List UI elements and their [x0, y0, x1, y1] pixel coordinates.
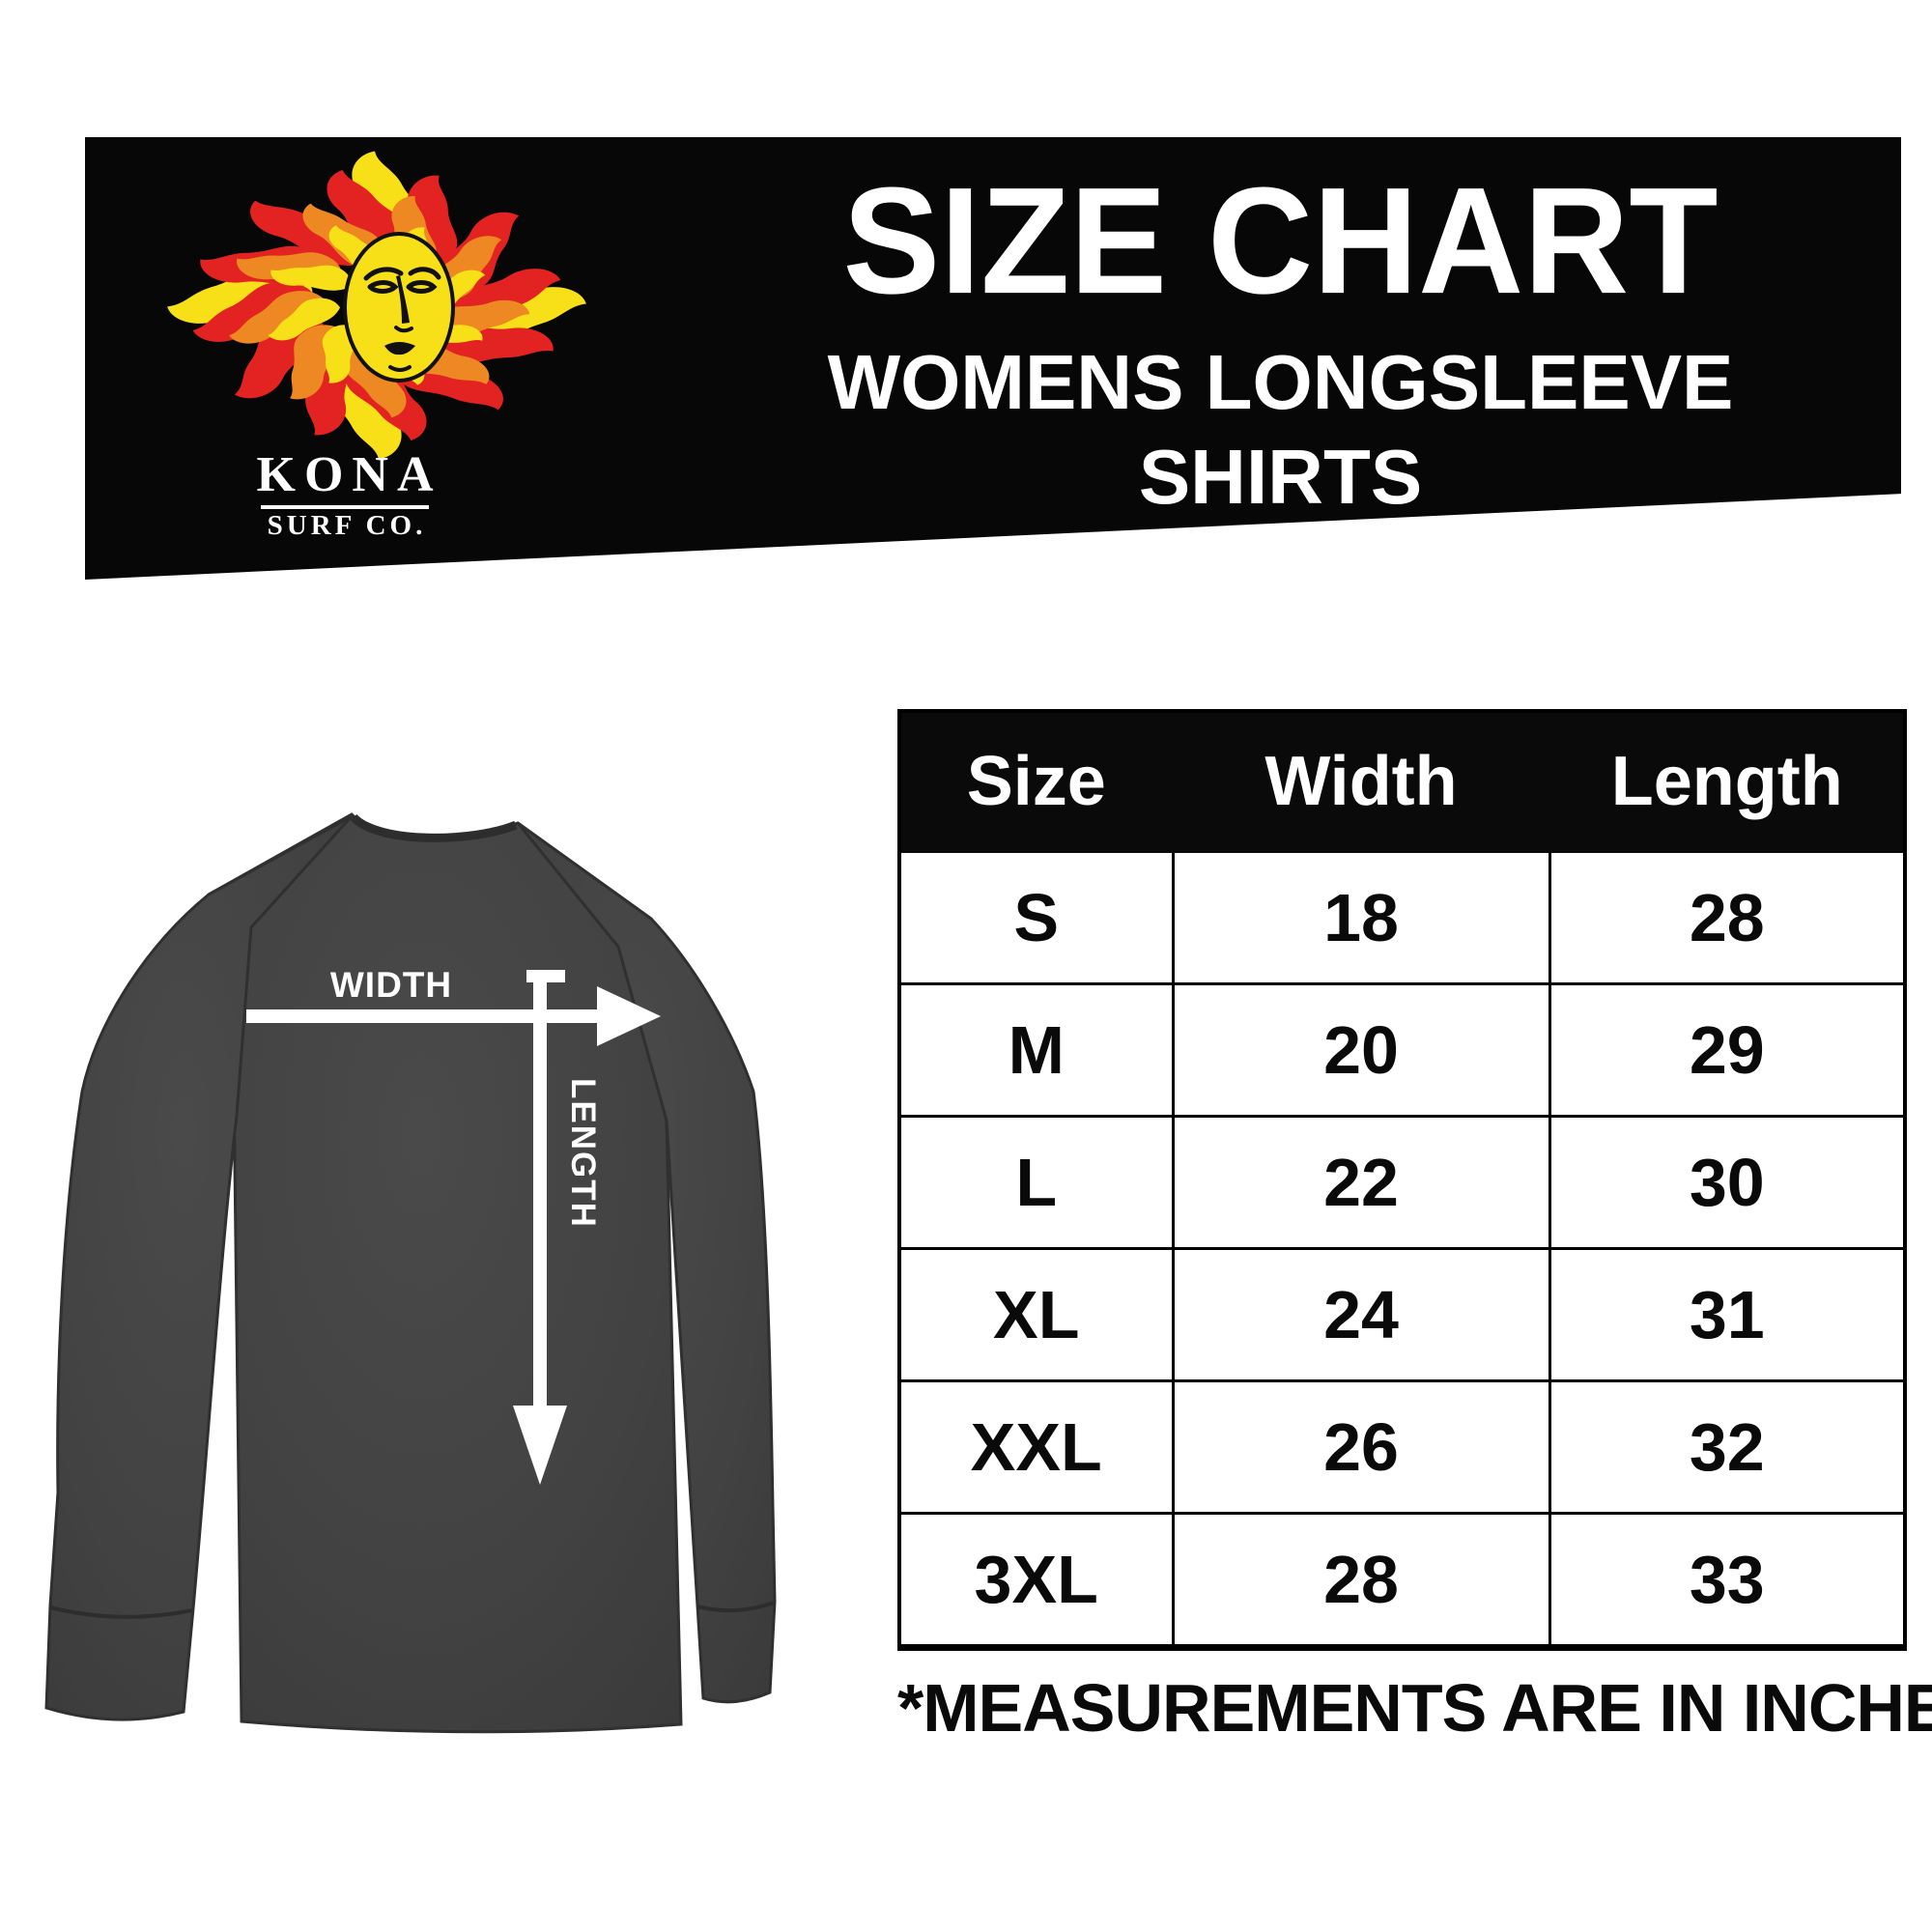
kona-sun-logo-icon	[167, 151, 586, 460]
nose-shadow	[396, 275, 410, 324]
shirt-left-cuff-seam	[49, 1605, 193, 1619]
length-arrow-top-tick	[526, 970, 565, 982]
width-arrow-head	[597, 986, 661, 1046]
brand-name: KONA	[256, 447, 442, 502]
size-cell: XL	[897, 1247, 1175, 1382]
size-table: Size Width Length S 18 28 M 20 29 L 22 3…	[897, 709, 1907, 1651]
size-cell: L	[897, 1115, 1175, 1250]
page-title: SIZE CHART	[842, 155, 1719, 326]
right-eyebrow	[408, 267, 441, 280]
width-cell: 28	[1171, 1512, 1551, 1649]
banner-titles: SIZE CHART WOMENS LONGSLEEVE SHIRTS	[752, 137, 1809, 524]
length-cell: 30	[1548, 1115, 1907, 1250]
shirt-body	[207, 812, 683, 1734]
left-eyebrow	[363, 267, 404, 281]
length-cell: 33	[1548, 1512, 1907, 1649]
size-table-header-row: Size Width Length	[897, 709, 1907, 853]
column-header-size: Size	[897, 709, 1175, 853]
column-header-width: Width	[1171, 709, 1551, 853]
table-row: M 20 29	[897, 982, 1907, 1118]
length-arrow-label: LENGTH	[564, 1078, 602, 1229]
right-eye	[406, 280, 438, 294]
length-cell: 29	[1548, 982, 1907, 1118]
column-header-length: Length	[1548, 709, 1907, 853]
shirt-right-sleeve	[516, 821, 777, 1704]
sun-face	[343, 232, 455, 383]
page-subtitle-line1: WOMENS LONGSLEEVE	[827, 339, 1734, 425]
shirt-collar-seam	[350, 813, 518, 842]
page-subtitle-line2: SHIRTS	[1138, 433, 1423, 520]
brand-block: KONA SURF CO.	[85, 450, 605, 540]
width-cell: 18	[1171, 850, 1551, 985]
nostril-line	[394, 326, 413, 333]
width-arrow-shaft	[246, 1009, 597, 1023]
width-cell: 24	[1171, 1247, 1551, 1382]
size-table-container: Size Width Length S 18 28 M 20 29 L 22 3…	[897, 709, 1907, 1651]
length-arrow-shaft	[533, 970, 547, 1406]
left-eye	[367, 280, 399, 294]
brand-underline	[261, 505, 429, 509]
shirt-right-cuff-seam	[696, 1601, 775, 1613]
width-cell: 20	[1171, 982, 1551, 1118]
table-row: XXL 26 32	[897, 1379, 1907, 1515]
length-cell: 32	[1548, 1379, 1907, 1515]
page-subtitle: WOMENS LONGSLEEVE SHIRTS	[752, 335, 1809, 524]
chin-line	[388, 365, 412, 372]
length-cell: 31	[1548, 1247, 1907, 1382]
shirt-left-sleeve	[44, 814, 354, 1721]
length-cell: 28	[1548, 850, 1907, 985]
brand-subname: SURF CO.	[267, 510, 427, 541]
measurement-arrows: WIDTH LENGTH	[246, 965, 661, 1485]
size-cell: 3XL	[897, 1512, 1175, 1649]
size-cell: M	[897, 982, 1175, 1118]
measurements-footnote: *MEASUREMENTS ARE IN INCHES*	[897, 1670, 1932, 1746]
size-cell: XXL	[897, 1379, 1175, 1515]
width-cell: 26	[1171, 1379, 1551, 1515]
width-arrow-label: WIDTH	[330, 965, 452, 1005]
table-row: S 18 28	[897, 850, 1907, 985]
width-cell: 22	[1171, 1115, 1551, 1250]
table-row: 3XL 28 33	[897, 1512, 1907, 1649]
table-row: L 22 30	[897, 1115, 1907, 1250]
lips	[384, 342, 415, 355]
longsleeve-shirt-back-illustration	[44, 812, 777, 1734]
header-banner: KONA SURF CO. SIZE CHART WOMENS LONGSLEE…	[85, 137, 1901, 580]
table-row: XL 24 31	[897, 1247, 1907, 1382]
length-arrow-head	[513, 1406, 567, 1485]
size-cell: S	[897, 850, 1175, 985]
